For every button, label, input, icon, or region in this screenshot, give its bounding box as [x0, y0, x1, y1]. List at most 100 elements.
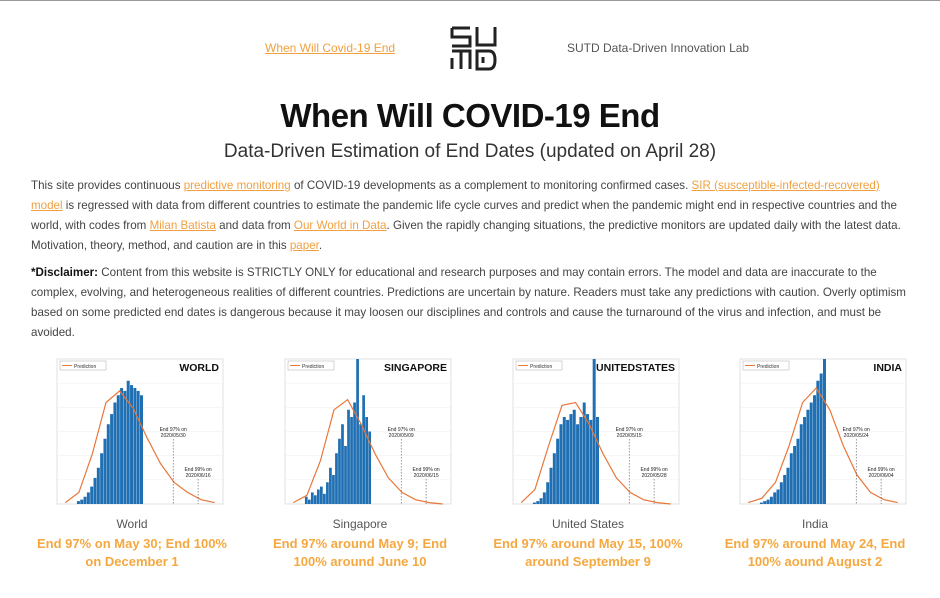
- case-bar: [585, 414, 589, 504]
- case-bar: [572, 409, 576, 504]
- case-bar: [316, 489, 320, 504]
- case-bar: [595, 417, 599, 504]
- case-bar: [588, 419, 592, 504]
- panel-caption: Singapore: [332, 517, 388, 531]
- annotation: 2020/05/30: [160, 433, 185, 439]
- panel-summary: End 97% around May 15, 100% around Septe…: [493, 536, 683, 569]
- panel-caption: World: [116, 517, 148, 531]
- legend-label: Prediction: [757, 364, 779, 370]
- case-bar: [328, 467, 332, 504]
- case-bar: [83, 496, 87, 504]
- case-bar: [79, 499, 83, 504]
- case-bar: [542, 492, 546, 504]
- legend-box: [59, 360, 106, 371]
- annotation: 2020/05/15: [616, 433, 641, 439]
- annotation: 2020/05/28: [641, 473, 666, 479]
- country-panel: Prediction WORLD End 97% on 2020/05/30 End 9…: [22, 349, 242, 571]
- case-bar: [592, 359, 596, 504]
- case-bar: [358, 424, 362, 504]
- annotation: End 97% on: [387, 427, 414, 433]
- prediction-curve: [292, 398, 443, 505]
- case-bar: [132, 388, 136, 504]
- intro-text: and data from: [215, 219, 294, 232]
- prediction-curve: [64, 390, 215, 504]
- case-bar: [772, 492, 776, 504]
- case-bar: [99, 453, 103, 504]
- panel-caption: United States: [551, 517, 625, 531]
- case-bar: [805, 409, 809, 504]
- case-bar: [361, 395, 365, 504]
- case-bar: [355, 359, 359, 504]
- intro-link[interactable]: Milan Batista: [149, 219, 216, 232]
- case-bar: [109, 414, 113, 504]
- annotation: 2020/06/04: [868, 473, 893, 479]
- prediction-curve: [747, 387, 898, 504]
- case-bar: [112, 402, 116, 504]
- legend-box: [287, 360, 334, 371]
- intro-link[interactable]: SIR (susceptible-infected-recovered) mod…: [31, 179, 880, 212]
- case-bar: [812, 395, 816, 504]
- chart-title: UNITEDSTATES: [596, 362, 675, 374]
- case-bar: [779, 482, 783, 504]
- annotation: 2020/06/15: [413, 473, 438, 479]
- intro-link[interactable]: predictive monitoring: [183, 179, 291, 192]
- nav-link[interactable]: When Will Covid-19 End: [265, 41, 396, 55]
- disclaimer-paragraph: *Disclaimer: Content from this website i…: [31, 263, 913, 343]
- case-bar: [539, 498, 543, 504]
- panel-summary: End 97% around May 24, End 100% aound Au…: [724, 536, 906, 569]
- prediction-curve: [520, 401, 671, 505]
- case-bar: [313, 495, 317, 504]
- case-bar: [310, 492, 314, 504]
- case-bar: [815, 380, 819, 504]
- case-bar: [549, 467, 553, 504]
- case-bar: [809, 402, 813, 504]
- case-bar: [343, 446, 347, 504]
- case-bar: [822, 359, 826, 504]
- case-bar: [96, 467, 100, 504]
- case-bar: [319, 486, 323, 504]
- case-bar: [325, 482, 329, 504]
- intro-link[interactable]: Our World in Data: [293, 219, 387, 232]
- logo: [450, 26, 497, 71]
- panel-summary: End 97% around May 9; End 100% around Ju…: [272, 536, 448, 569]
- case-bar: [93, 477, 97, 504]
- disclaimer-label: *Disclaimer:: [31, 266, 99, 279]
- case-bar: [819, 373, 823, 504]
- chart-title: WORLD: [179, 362, 219, 374]
- case-bar: [136, 390, 140, 504]
- annotation: End 99% on: [867, 467, 894, 473]
- annotation: 2020/05/24: [843, 433, 868, 439]
- annotation: End 99% on: [412, 467, 439, 473]
- case-bar: [76, 501, 80, 504]
- intro-link[interactable]: paper: [289, 239, 319, 252]
- case-bar: [126, 380, 130, 504]
- case-bar: [785, 467, 789, 504]
- chart-title: SINGAPORE: [383, 362, 446, 374]
- country-panel: Prediction INDIA End 97% on 2020/05/24 End 9…: [705, 349, 925, 571]
- case-bar: [558, 424, 562, 504]
- legend-label: Prediction: [74, 364, 96, 370]
- case-bar: [582, 402, 586, 504]
- case-bar: [307, 499, 311, 504]
- legend-label: Prediction: [530, 364, 552, 370]
- panel-summary: End 97% on May 30; End 100% on December …: [36, 536, 227, 569]
- case-bar: [89, 486, 93, 504]
- page-subtitle: Data-Driven Estimation of End Dates (upd…: [223, 141, 717, 162]
- case-bar: [340, 424, 344, 504]
- case-bar: [349, 417, 353, 504]
- country-panel: Prediction SINGAPORE End 97% on 2020/05/09 E…: [250, 349, 470, 571]
- case-bar: [304, 496, 308, 504]
- case-bar: [575, 424, 579, 504]
- case-bar: [119, 388, 123, 504]
- case-bar: [769, 496, 773, 504]
- intro-paragraph: This site provides continuous predictive…: [31, 176, 913, 256]
- page-title: When Will COVID-19 End: [280, 97, 660, 134]
- case-bar: [86, 492, 90, 504]
- case-bar: [568, 414, 572, 504]
- intro-text: This site provides continuous: [31, 179, 184, 192]
- case-bar: [766, 499, 770, 504]
- case-bar: [334, 453, 338, 504]
